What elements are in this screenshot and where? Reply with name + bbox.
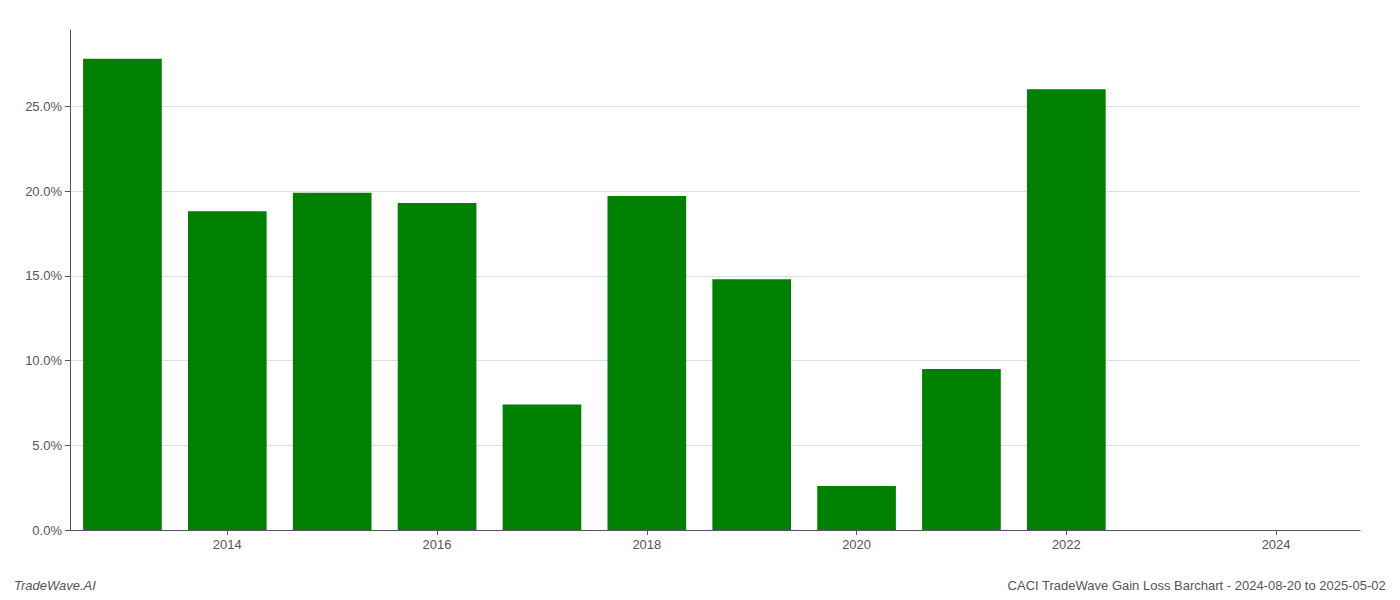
svg-text:2024: 2024 <box>1262 537 1291 552</box>
svg-text:10.0%: 10.0% <box>25 353 62 368</box>
svg-text:2018: 2018 <box>632 537 661 552</box>
svg-text:2014: 2014 <box>213 537 242 552</box>
svg-text:2016: 2016 <box>423 537 452 552</box>
svg-text:0.0%: 0.0% <box>32 523 62 538</box>
svg-text:CACI TradeWave Gain Loss Barch: CACI TradeWave Gain Loss Barchart - 2024… <box>1008 578 1386 593</box>
svg-text:25.0%: 25.0% <box>25 99 62 114</box>
svg-text:2020: 2020 <box>842 537 871 552</box>
svg-text:2022: 2022 <box>1052 537 1081 552</box>
svg-text:TradeWave.AI: TradeWave.AI <box>14 578 96 593</box>
svg-text:15.0%: 15.0% <box>25 268 62 283</box>
svg-text:20.0%: 20.0% <box>25 184 62 199</box>
svg-text:5.0%: 5.0% <box>32 438 62 453</box>
